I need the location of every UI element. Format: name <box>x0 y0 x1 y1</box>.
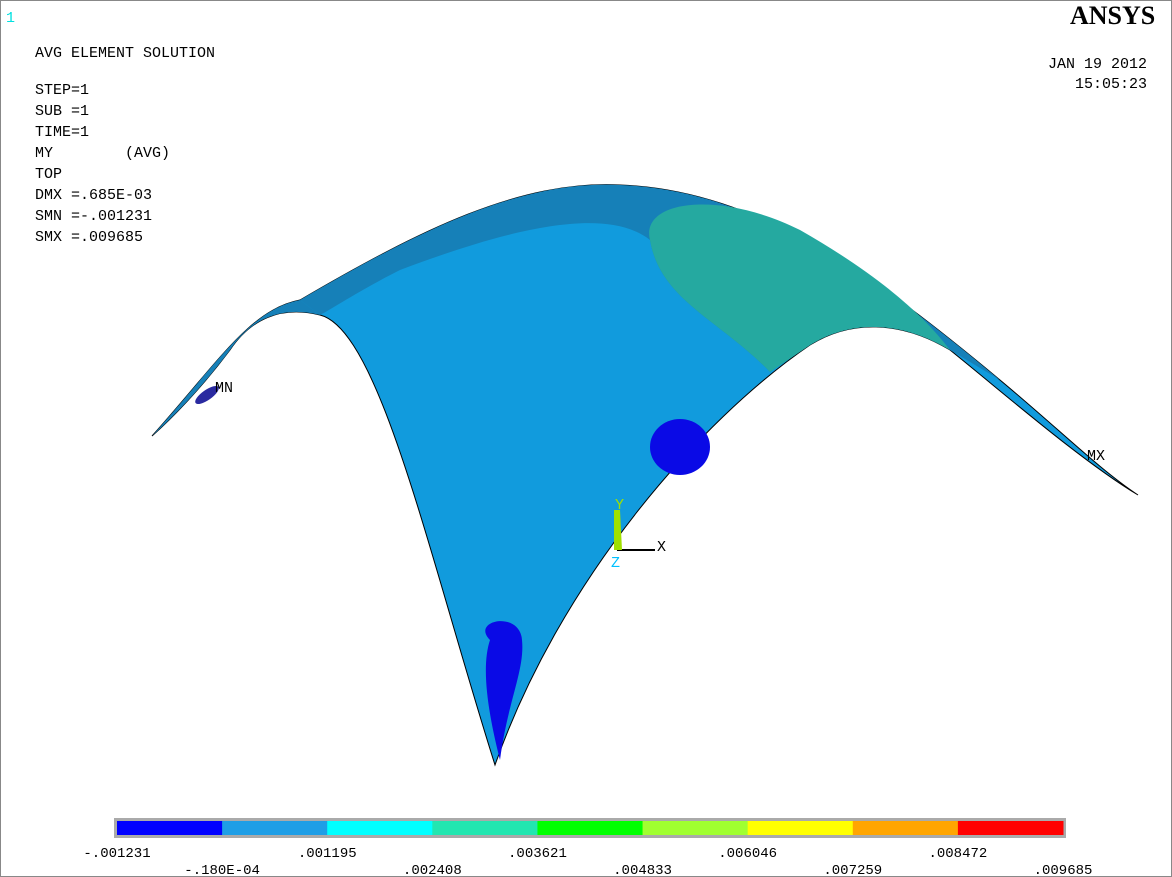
legend-label: -.180E-04 <box>184 863 260 877</box>
max-marker: MX <box>1087 448 1105 465</box>
info-line: SMN =-.001231 <box>35 208 152 225</box>
legend-label: -.001231 <box>83 846 150 862</box>
time: 15:05:23 <box>1075 76 1147 93</box>
info-line: STEP=1 <box>35 82 89 99</box>
y-label: Y <box>615 497 624 514</box>
info-line: DMX =.685E-03 <box>35 187 152 204</box>
graphics-window: 1 ANSYS JAN 19 2012 15:05:23 AVG ELEMENT… <box>0 0 1172 877</box>
info-line: TIME=1 <box>35 124 89 141</box>
window-number: 1 <box>6 10 15 27</box>
x-label: X <box>657 539 666 556</box>
legend-label: .009685 <box>1034 863 1093 877</box>
legend-label: .003621 <box>508 846 567 862</box>
blob <box>650 419 710 475</box>
info-line: AVG ELEMENT SOLUTION <box>35 45 215 62</box>
legend-swatch <box>222 821 328 835</box>
legend-swatch <box>432 821 538 835</box>
z-label: Z <box>611 555 620 572</box>
legend-swatch <box>643 821 749 835</box>
info-line: TOP <box>35 166 62 183</box>
logo: ANSYS <box>1070 1 1155 30</box>
legend-label: .007259 <box>823 863 882 877</box>
date: JAN 19 2012 <box>1048 56 1147 73</box>
legend-swatch <box>748 821 854 835</box>
legend-swatch <box>853 821 959 835</box>
legend-label: .008472 <box>928 846 987 862</box>
legend-swatch <box>117 821 223 835</box>
legend-swatch <box>958 821 1064 835</box>
legend-swatch <box>537 821 643 835</box>
legend-label: .006046 <box>718 846 777 862</box>
legend-label: .004833 <box>613 863 672 877</box>
info-line: SMX =.009685 <box>35 229 143 246</box>
info-line: SUB =1 <box>35 103 89 120</box>
legend-swatch <box>327 821 433 835</box>
legend-label: .002408 <box>403 863 462 877</box>
legend-label: .001195 <box>298 846 357 862</box>
info-line: MY (AVG) <box>35 145 170 162</box>
min-marker: MN <box>215 380 233 397</box>
